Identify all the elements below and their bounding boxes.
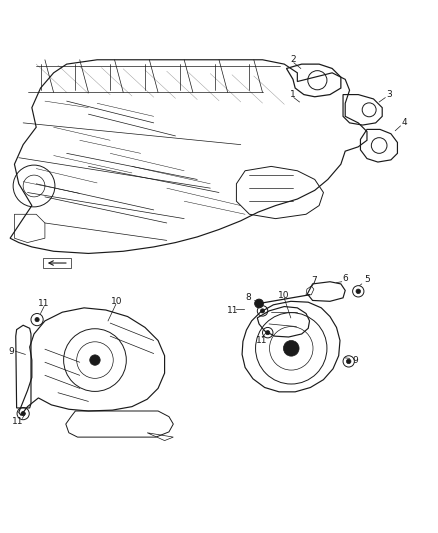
Text: 5: 5	[364, 275, 370, 284]
Circle shape	[283, 341, 299, 356]
Circle shape	[261, 309, 265, 313]
Circle shape	[90, 355, 100, 365]
Text: 3: 3	[386, 90, 392, 99]
Circle shape	[266, 330, 270, 335]
Text: 9: 9	[352, 356, 358, 365]
Text: 10: 10	[278, 290, 289, 300]
Text: 9: 9	[8, 347, 14, 356]
Circle shape	[21, 411, 25, 416]
Text: 2: 2	[290, 55, 296, 64]
Text: 11: 11	[256, 336, 268, 345]
Circle shape	[356, 289, 360, 294]
Text: 7: 7	[311, 276, 317, 285]
Text: 4: 4	[401, 118, 407, 127]
Circle shape	[254, 299, 263, 308]
Text: 1: 1	[290, 90, 296, 99]
Text: 11: 11	[227, 306, 239, 316]
Circle shape	[35, 318, 39, 322]
Text: 10: 10	[111, 297, 123, 306]
Text: 11: 11	[12, 416, 24, 425]
Text: 11: 11	[38, 299, 50, 308]
Circle shape	[346, 359, 351, 364]
Text: 6: 6	[343, 274, 348, 283]
Text: 8: 8	[246, 293, 251, 302]
